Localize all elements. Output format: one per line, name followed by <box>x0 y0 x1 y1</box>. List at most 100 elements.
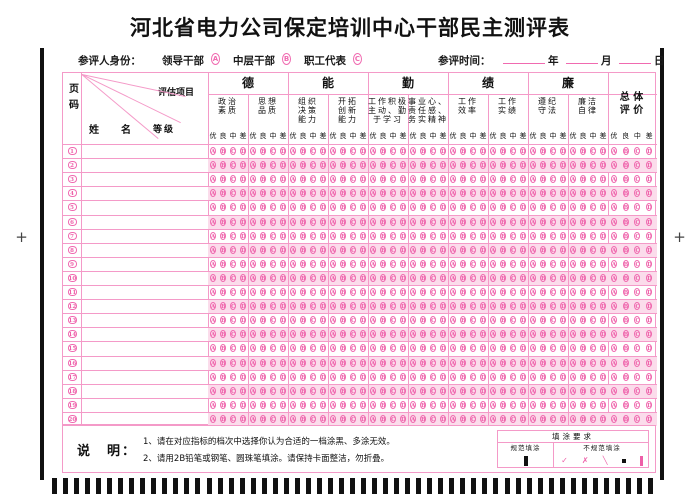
answer-bubble-B[interactable]: B <box>220 203 226 212</box>
answer-bubble-B[interactable]: B <box>540 273 546 282</box>
answer-bubble-C[interactable]: C <box>350 386 356 395</box>
answer-bubble-B[interactable]: B <box>460 245 466 254</box>
answer-bubble-A[interactable]: A <box>290 288 296 297</box>
answer-bubble-B[interactable]: B <box>220 330 226 339</box>
answer-bubble-D[interactable]: D <box>600 175 606 184</box>
answer-bubble-B[interactable]: B <box>420 330 426 339</box>
answer-bubble-B[interactable]: B <box>540 175 546 184</box>
answer-bubble-A[interactable]: A <box>290 302 296 311</box>
answer-bubble-D[interactable]: D <box>646 316 653 325</box>
answer-bubble-D[interactable]: D <box>560 344 566 353</box>
answer-bubble-B[interactable]: B <box>340 217 346 226</box>
answer-bubble-D[interactable]: D <box>400 161 406 170</box>
answer-bubble-C[interactable]: C <box>510 400 516 409</box>
answer-bubble-A[interactable]: A <box>610 302 617 311</box>
answer-bubble-D[interactable]: D <box>520 175 526 184</box>
page-code-bubble-4[interactable]: 4 <box>67 189 77 198</box>
answer-bubble-C[interactable]: C <box>590 316 596 325</box>
answer-bubble-A[interactable]: A <box>570 288 576 297</box>
answer-bubble-C[interactable]: C <box>590 161 596 170</box>
answer-bubble-B[interactable]: B <box>340 414 346 423</box>
answer-bubble-C[interactable]: C <box>230 386 236 395</box>
answer-bubble-C[interactable]: C <box>310 147 316 156</box>
answer-bubble-A[interactable]: A <box>410 358 416 367</box>
answer-bubble-B[interactable]: B <box>340 386 346 395</box>
answer-bubble-C[interactable]: C <box>634 161 641 170</box>
answer-bubble-A[interactable]: A <box>250 372 256 381</box>
answer-bubble-D[interactable]: D <box>320 372 326 381</box>
answer-bubble-B[interactable]: B <box>260 161 266 170</box>
answer-bubble-D[interactable]: D <box>440 386 446 395</box>
answer-bubble-B[interactable]: B <box>460 189 466 198</box>
answer-bubble-B[interactable]: B <box>540 189 546 198</box>
answer-bubble-B[interactable]: B <box>340 288 346 297</box>
answer-bubble-D[interactable]: D <box>600 217 606 226</box>
answer-bubble-C[interactable]: C <box>470 203 476 212</box>
answer-bubble-C[interactable]: C <box>510 273 516 282</box>
page-code-bubble-wrap[interactable]: 4 <box>66 188 78 198</box>
answer-bubble-C[interactable]: C <box>634 400 641 409</box>
answer-bubble-C[interactable]: C <box>510 217 516 226</box>
answer-bubble-C[interactable]: C <box>550 400 556 409</box>
answer-bubble-B[interactable]: B <box>500 302 506 311</box>
answer-bubble-D[interactable]: D <box>400 372 406 381</box>
answer-bubble-C[interactable]: C <box>230 344 236 353</box>
page-code-bubble-wrap[interactable]: 7 <box>66 231 78 241</box>
answer-bubble-B[interactable]: B <box>622 245 629 254</box>
answer-bubble-C[interactable]: C <box>430 414 436 423</box>
answer-bubble-C[interactable]: C <box>634 344 641 353</box>
answer-bubble-D[interactable]: D <box>480 344 486 353</box>
answer-bubble-B[interactable]: B <box>300 344 306 353</box>
answer-bubble-C[interactable]: C <box>430 386 436 395</box>
answer-bubble-B[interactable]: B <box>340 231 346 240</box>
answer-bubble-B[interactable]: B <box>622 344 629 353</box>
answer-bubble-C[interactable]: C <box>430 358 436 367</box>
answer-bubble-C[interactable]: C <box>310 386 316 395</box>
page-code-bubble-7[interactable]: 7 <box>67 231 77 240</box>
answer-bubble-C[interactable]: C <box>390 344 396 353</box>
answer-bubble-C[interactable]: C <box>430 330 436 339</box>
answer-bubble-C[interactable]: C <box>270 203 276 212</box>
answer-bubble-D[interactable]: D <box>240 259 246 268</box>
answer-bubble-A[interactable]: A <box>530 175 536 184</box>
answer-bubble-D[interactable]: D <box>400 245 406 254</box>
answer-bubble-D[interactable]: D <box>280 386 286 395</box>
answer-bubble-D[interactable]: D <box>280 414 286 423</box>
answer-bubble-D[interactable]: D <box>400 302 406 311</box>
answer-bubble-B[interactable]: B <box>340 147 346 156</box>
answer-bubble-A[interactable]: A <box>410 302 416 311</box>
page-code-bubble-19[interactable]: 19 <box>67 400 77 409</box>
answer-bubble-D[interactable]: D <box>600 330 606 339</box>
answer-bubble-A[interactable]: A <box>330 372 336 381</box>
answer-bubble-A[interactable]: A <box>210 372 216 381</box>
answer-bubble-C[interactable]: C <box>350 414 356 423</box>
page-code-bubble-6[interactable]: 6 <box>67 217 77 226</box>
answer-bubble-A[interactable]: A <box>410 161 416 170</box>
answer-bubble-A[interactable]: A <box>610 189 617 198</box>
answer-bubble-B[interactable]: B <box>380 273 386 282</box>
answer-bubble-A[interactable]: A <box>610 175 617 184</box>
answer-bubble-D[interactable]: D <box>646 330 653 339</box>
answer-bubble-A[interactable]: A <box>450 189 456 198</box>
answer-bubble-D[interactable]: D <box>280 400 286 409</box>
answer-bubble-B[interactable]: B <box>500 245 506 254</box>
answer-bubble-B[interactable]: B <box>460 344 466 353</box>
answer-bubble-C[interactable]: C <box>270 414 276 423</box>
answer-bubble-B[interactable]: B <box>580 161 586 170</box>
answer-bubble-C[interactable]: C <box>230 273 236 282</box>
answer-bubble-D[interactable]: D <box>320 414 326 423</box>
answer-bubble-B[interactable]: B <box>260 189 266 198</box>
